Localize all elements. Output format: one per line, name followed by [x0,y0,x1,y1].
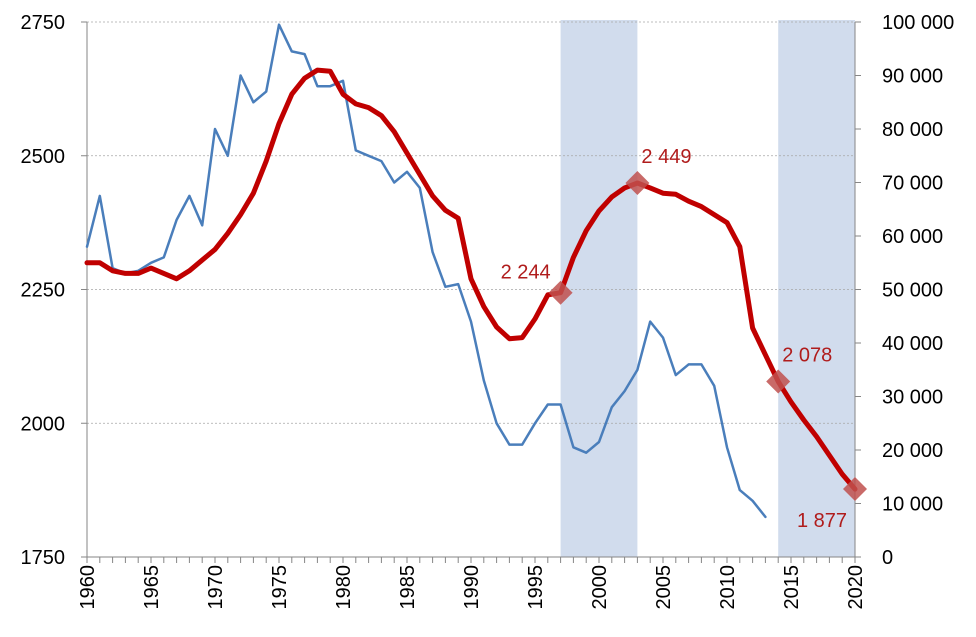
y-tick-label-right: 60 000 [882,226,943,248]
y-tick-label-left: 1750 [21,547,66,569]
y-tick-label-left: 2000 [21,413,66,435]
annotation-label: 2 078 [782,345,832,367]
x-tick-label: 1960 [77,565,99,610]
y-tick-label-right: 80 000 [882,119,943,141]
y-tick-label-right: 70 000 [882,173,943,195]
y-tick-label-right: 90 000 [882,66,943,88]
y-tick-label-right: 0 [882,547,893,569]
x-tick-label: 1980 [333,565,355,610]
y-tick-label-right: 10 000 [882,494,943,516]
annotation-marker [625,171,650,196]
y-tick-label-left: 2500 [21,146,66,168]
x-tick-label: 1990 [461,565,483,610]
annotation-marker [548,280,573,305]
x-tick-label: 1975 [269,565,291,610]
y-tick-label-left: 2750 [21,12,66,34]
y-tick-label-right: 20 000 [882,440,943,462]
series-line-left-axis [84,67,858,492]
annotation-marker [766,369,791,394]
x-tick-label: 2015 [781,565,803,610]
shaded-period-1 [560,20,638,557]
y-tick-label-right: 50 000 [882,280,943,302]
gridlines [87,21,855,424]
y-tick-label-right: 30 000 [882,387,943,409]
x-tick-label: 1970 [205,565,227,610]
y-tick-label-right: 100 000 [882,12,954,34]
y-tick-label-left: 2250 [21,280,66,302]
shaded-periods [560,20,855,557]
series-lines [84,23,858,519]
annotation-label: 1 877 [797,510,847,532]
shaded-period-2 [778,20,855,557]
x-tick-label: 1965 [141,565,163,610]
x-tick-label: 2020 [845,565,867,610]
annotation-labels: 2 244 2 449 2 078 1 877 [501,146,847,532]
x-tick-label: 2010 [717,565,739,610]
series-line-right-axis [85,23,767,519]
x-tick-label: 1995 [525,565,547,610]
x-tick-label: 1985 [397,565,419,610]
annotation-label: 2 449 [641,146,691,168]
x-tick-label: 2005 [653,565,675,610]
x-tick-label: 2000 [589,565,611,610]
axes [81,21,861,563]
y-tick-label-right: 40 000 [882,333,943,355]
annotation-marker [843,477,867,502]
annotation-label: 2 244 [501,262,551,284]
tick-labels: 1960 1965 1970 1975 1980 1985 1990 1995 2000 2005… [21,12,955,610]
annotation-markers [548,171,867,502]
